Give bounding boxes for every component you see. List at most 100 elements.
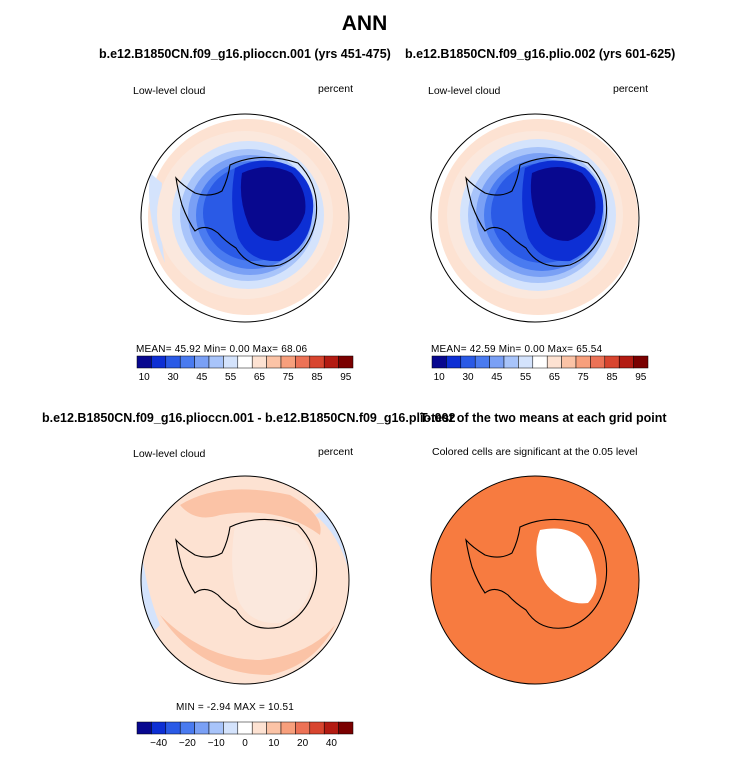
panel4-map [430, 475, 640, 685]
panel2-colorbar-tick-label: 75 [578, 372, 590, 383]
panel3-variable-label: Low-level cloud [133, 448, 206, 460]
panel3-colorbar-color-box [323, 721, 339, 735]
panel2-colorbar-color-box [604, 355, 620, 369]
panel3-colorbar-color-box [151, 721, 167, 735]
panel3-colorbar-tick-label: −40 [150, 738, 167, 749]
panel3-colorbar-color-box [280, 721, 296, 735]
panel1-colorbar-color-box [165, 355, 181, 369]
panel2-colorbar-tick-label: 95 [635, 372, 647, 383]
panel3-colorbar-tick-label: 20 [297, 738, 309, 749]
panel4-not-significant-area [536, 528, 597, 604]
panel1-antarctic-core [240, 167, 306, 241]
panel2-colorbar-color-box [446, 355, 462, 369]
panel2-colorbar: 10 30 45 55 65 75 85 95 [431, 355, 649, 383]
panel3-title: b.e12.B1850CN.f09_g16.plioccn.001 - b.e1… [42, 411, 456, 425]
panel3-colorbar-tick-label: 40 [326, 738, 338, 749]
panel3-colorbar-color-box [179, 721, 195, 735]
panel1-colorbar-tick-label: 65 [254, 372, 266, 383]
panel1-colorbar-color-box [280, 355, 296, 369]
panel1-colorbar-tick-label: 85 [311, 372, 323, 383]
panel4-title: T-test of the two means at each grid poi… [420, 411, 667, 425]
panel3-colorbar-color-box [309, 721, 325, 735]
panel1-colorbar-tick-label: 55 [225, 372, 237, 383]
panel3-stats: MIN = -2.94 MAX = 10.51 [176, 702, 294, 713]
panel3-colorbar-color-box [208, 721, 224, 735]
panel2-coastline [465, 156, 608, 267]
panel2-colorbar-tick-label: 65 [549, 372, 561, 383]
panel4-significance-label: Colored cells are significant at the 0.0… [432, 446, 638, 458]
panel3-map-border [140, 475, 350, 685]
panel3-colorbar-color-box [237, 721, 253, 735]
panel1-units-label: percent [318, 83, 354, 95]
panel3-salmon-band [160, 615, 335, 675]
panel1-colorbar-color-box [194, 355, 210, 369]
panel2-map-border [430, 113, 640, 323]
panel2-colorbar-color-box [474, 355, 490, 369]
panel1-colorbar-tick-label: 30 [167, 372, 179, 383]
panel1-colorbar-color-box [309, 355, 325, 369]
panel3-colorbar-color-box [266, 721, 282, 735]
panel2-colorbar-color-box [503, 355, 519, 369]
figure-title: ANN [341, 12, 388, 35]
panel2-colorbar-tick-label: 10 [434, 372, 446, 383]
panel2-colorbar-color-box [561, 355, 577, 369]
panel3-colorbar-color-box [136, 721, 152, 735]
panel2-colorbar-tick-label: 85 [606, 372, 618, 383]
panel3-colorbar-tick-label: −20 [179, 738, 196, 749]
panel2-variable-label: Low-level cloud [428, 85, 501, 97]
panel2-colorbar-tick-label: 55 [520, 372, 532, 383]
panel3-colorbar-color-box [251, 721, 267, 735]
panel1-colorbar-color-box [266, 355, 282, 369]
panel1-colorbar: 10 30 45 55 65 75 85 95 [136, 355, 354, 383]
panel2-colorbar-color-box [460, 355, 476, 369]
panel2-colorbar-color-box [590, 355, 606, 369]
panel3-colorbar-color-box [194, 721, 210, 735]
panel3-colorbar: −40 −20 −10 0 10 20 40 [136, 721, 354, 749]
panel1-stats: MEAN= 45.92 Min= 0.00 Max= 68.06 [136, 344, 308, 355]
panel3-colorbar-color-box [165, 721, 181, 735]
panel1-colorbar-color-box [136, 355, 152, 369]
panel1-colorbar-color-box [223, 355, 239, 369]
panel2-colorbar-color-box [518, 355, 534, 369]
panel2-colorbar-tick-label: 30 [462, 372, 474, 383]
panel3-colorbar-tick-label: −10 [208, 738, 225, 749]
panel2-colorbar-color-box [431, 355, 447, 369]
panel2-antarctic-core [530, 167, 596, 241]
panel3-colorbar-color-box [338, 721, 354, 735]
panel3-colorbar-color-box [223, 721, 239, 735]
panel4-map-border [430, 475, 640, 685]
panel2-colorbar-color-box [532, 355, 548, 369]
panel1-colorbar-color-box [179, 355, 195, 369]
panel1-colorbar-color-box [151, 355, 167, 369]
panel2-colorbar-color-box [489, 355, 505, 369]
panel1-map [140, 113, 350, 323]
panel3-colorbar-tick-label: 10 [268, 738, 280, 749]
panel1-colorbar-color-box [251, 355, 267, 369]
panel1-colorbar-tick-label: 45 [196, 372, 208, 383]
panel3-units-label: percent [318, 446, 354, 458]
panel1-colorbar-color-box [295, 355, 311, 369]
panel1-colorbar-tick-label: 75 [283, 372, 295, 383]
panel2-title: b.e12.B1850CN.f09_g16.plio.002 (yrs 601-… [405, 47, 676, 61]
panel1-colorbar-color-box [338, 355, 354, 369]
panel1-colorbar-tick-label: 95 [340, 372, 352, 383]
panel3-colorbar-color-box [295, 721, 311, 735]
panel4-coastline [465, 518, 608, 629]
panel1-coastline [175, 156, 318, 267]
panel2-units-label: percent [613, 83, 649, 95]
panel2-colorbar-tick-label: 45 [491, 372, 503, 383]
panel1-variable-label: Low-level cloud [133, 85, 206, 97]
panel2-colorbar-color-box [575, 355, 591, 369]
panel2-stats: MEAN= 42.59 Min= 0.00 Max= 65.54 [431, 344, 603, 355]
panel1-map-border [140, 113, 350, 323]
panel2-colorbar-color-box [546, 355, 562, 369]
panel3-coastline [175, 518, 318, 629]
panel1-title: b.e12.B1850CN.f09_g16.plioccn.001 (yrs 4… [99, 47, 391, 61]
panel2-map [430, 113, 640, 323]
panel2-colorbar-color-box [633, 355, 649, 369]
panel1-colorbar-color-box [208, 355, 224, 369]
panel4-significant-area [431, 476, 639, 684]
panel3-colorbar-tick-label: 0 [242, 738, 248, 749]
panel2-colorbar-color-box [618, 355, 634, 369]
panel1-colorbar-color-box [323, 355, 339, 369]
